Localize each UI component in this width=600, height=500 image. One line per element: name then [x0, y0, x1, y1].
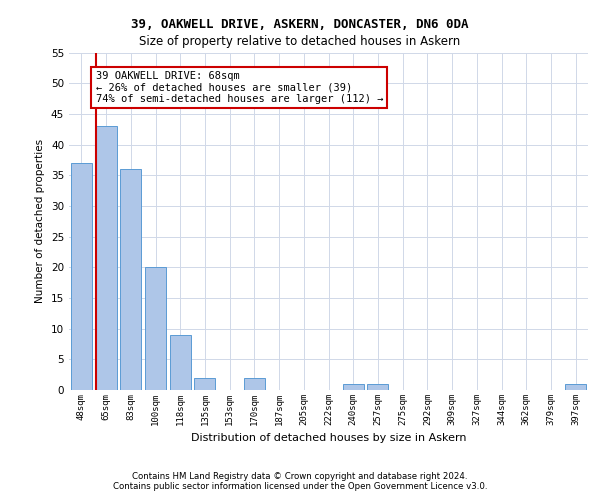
Bar — [343, 384, 364, 390]
Bar — [170, 335, 191, 390]
Bar — [244, 378, 265, 390]
Text: 39, OAKWELL DRIVE, ASKERN, DONCASTER, DN6 0DA: 39, OAKWELL DRIVE, ASKERN, DONCASTER, DN… — [131, 18, 469, 30]
Bar — [145, 268, 166, 390]
Bar — [71, 163, 92, 390]
X-axis label: Distribution of detached houses by size in Askern: Distribution of detached houses by size … — [191, 434, 466, 444]
Text: Size of property relative to detached houses in Askern: Size of property relative to detached ho… — [139, 35, 461, 48]
Bar — [367, 384, 388, 390]
Y-axis label: Number of detached properties: Number of detached properties — [35, 139, 46, 304]
Bar — [565, 384, 586, 390]
Bar — [95, 126, 116, 390]
Text: 39 OAKWELL DRIVE: 68sqm
← 26% of detached houses are smaller (39)
74% of semi-de: 39 OAKWELL DRIVE: 68sqm ← 26% of detache… — [95, 71, 383, 104]
Text: Contains HM Land Registry data © Crown copyright and database right 2024.: Contains HM Land Registry data © Crown c… — [132, 472, 468, 481]
Text: Contains public sector information licensed under the Open Government Licence v3: Contains public sector information licen… — [113, 482, 487, 491]
Bar — [194, 378, 215, 390]
Bar — [120, 169, 141, 390]
